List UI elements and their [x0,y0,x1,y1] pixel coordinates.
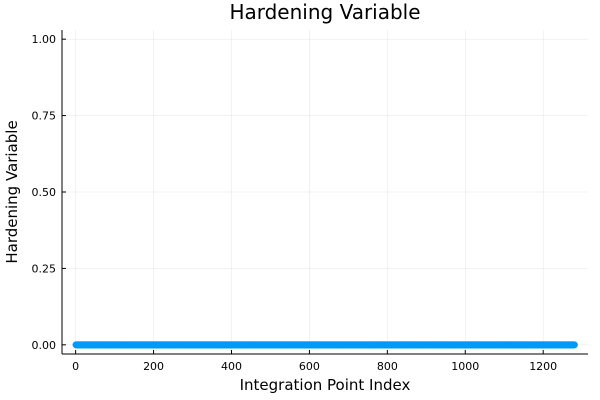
y-tick-label: 0.00 [32,339,57,352]
x-tick-label: 1200 [529,360,557,373]
y-tick-label: 1.00 [32,33,57,46]
x-axis-label: Integration Point Index [240,376,411,394]
grid [62,30,588,354]
y-tick-label: 0.25 [32,262,57,275]
x-ticks: 0 200 400 600 800 1000 1200 [72,350,557,373]
x-tick-label: 1000 [451,360,479,373]
y-axis-label: Hardening Variable [3,120,21,263]
x-tick-label: 200 [143,360,164,373]
y-tick-label: 0.75 [32,110,57,123]
y-tick-label: 0.50 [32,186,57,199]
data-point [570,341,578,349]
x-tick-label: 400 [221,360,242,373]
y-ticks: 0.00 0.25 0.50 0.75 1.00 [32,33,66,352]
data-points [72,341,578,349]
x-tick-label: 800 [377,360,398,373]
chart-title: Hardening Variable [229,0,420,24]
x-tick-label: 0 [72,360,79,373]
x-tick-label: 600 [299,360,320,373]
